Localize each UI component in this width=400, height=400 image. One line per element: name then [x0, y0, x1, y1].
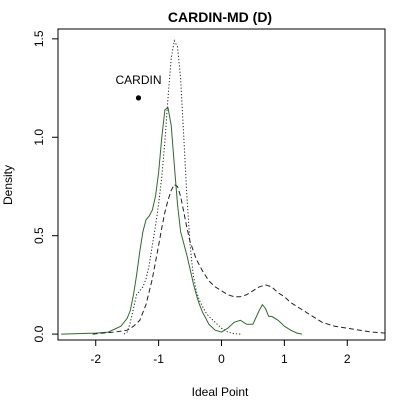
x-tick-label: -1: [153, 352, 164, 366]
chart-title: CARDIN-MD (D): [168, 9, 272, 25]
x-tick-label: 2: [344, 352, 351, 366]
x-axis-label: Ideal Point: [192, 385, 249, 399]
series-layer: [61, 39, 386, 335]
density-line-dashed: [92, 183, 386, 335]
x-axis: -2 -1 0 1 2: [90, 339, 351, 366]
x-tick-label: -2: [90, 352, 101, 366]
x-tick-label: 0: [218, 352, 225, 366]
density-line-dotted: [123, 39, 241, 335]
y-axis-label: Density: [1, 165, 15, 205]
cardin-label: CARDIN: [115, 73, 161, 87]
y-tick-label: 0.5: [32, 227, 46, 244]
annotation-layer: CARDIN: [115, 73, 162, 101]
y-tick-label: 1.5: [32, 30, 46, 47]
cardin-point-marker: [135, 95, 142, 101]
y-tick-label: 1.0: [32, 129, 46, 146]
y-tick-label: 0.0: [32, 325, 46, 342]
plot-area-box: [57, 28, 386, 341]
density-line-solid: [61, 106, 303, 335]
y-axis: 0.0 0.5 1.0 1.5: [32, 30, 59, 342]
x-tick-label: 1: [281, 352, 288, 366]
